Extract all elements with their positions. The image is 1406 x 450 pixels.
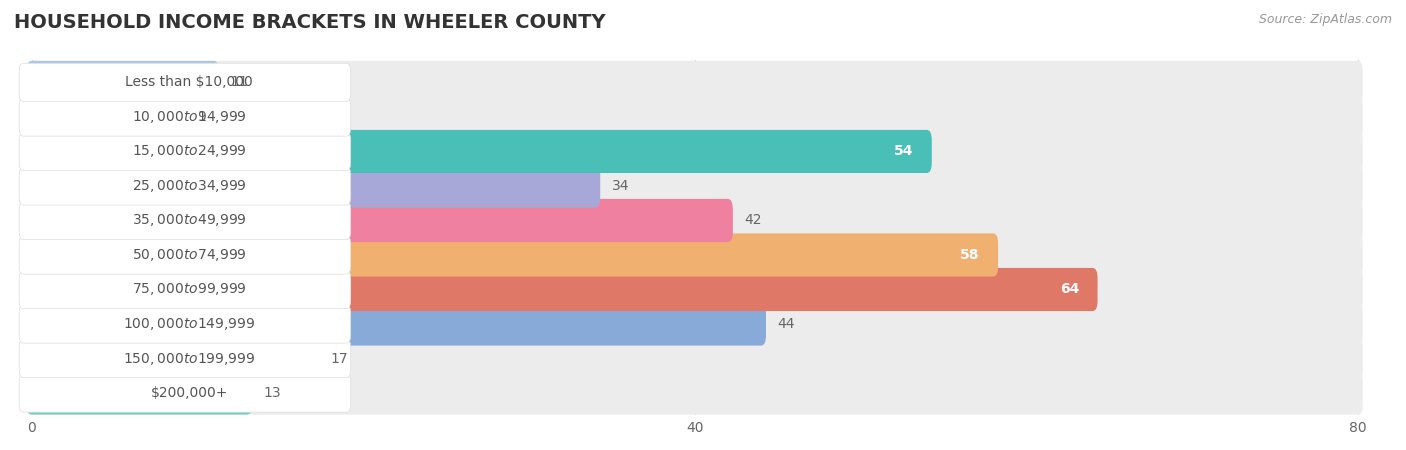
FancyBboxPatch shape [20,63,350,102]
Text: 42: 42 [744,213,762,227]
FancyBboxPatch shape [20,167,350,205]
FancyBboxPatch shape [27,302,1362,346]
Text: Source: ZipAtlas.com: Source: ZipAtlas.com [1258,14,1392,27]
Text: 54: 54 [894,144,914,158]
Text: 34: 34 [612,179,630,193]
FancyBboxPatch shape [27,130,932,173]
Text: $10,000 to $14,999: $10,000 to $14,999 [132,109,246,125]
Text: $35,000 to $49,999: $35,000 to $49,999 [132,212,246,229]
FancyBboxPatch shape [27,337,318,380]
FancyBboxPatch shape [27,268,1362,311]
FancyBboxPatch shape [20,339,350,378]
Text: 44: 44 [778,317,796,331]
Text: $75,000 to $99,999: $75,000 to $99,999 [132,282,246,297]
FancyBboxPatch shape [20,201,350,239]
FancyBboxPatch shape [27,164,1362,207]
FancyBboxPatch shape [27,199,733,242]
Text: Less than $10,000: Less than $10,000 [125,76,253,90]
FancyBboxPatch shape [27,61,219,104]
FancyBboxPatch shape [27,268,1098,311]
Text: $25,000 to $34,999: $25,000 to $34,999 [132,178,246,194]
Text: $200,000+: $200,000+ [150,386,228,400]
FancyBboxPatch shape [27,164,600,207]
FancyBboxPatch shape [27,234,1362,277]
FancyBboxPatch shape [20,270,350,309]
FancyBboxPatch shape [27,234,998,277]
Text: 58: 58 [960,248,980,262]
FancyBboxPatch shape [27,130,1362,173]
Text: $50,000 to $74,999: $50,000 to $74,999 [132,247,246,263]
FancyBboxPatch shape [27,199,1362,242]
Text: 13: 13 [264,386,281,400]
Text: 11: 11 [231,76,249,90]
FancyBboxPatch shape [20,374,350,412]
FancyBboxPatch shape [20,305,350,343]
Text: 17: 17 [330,351,347,365]
FancyBboxPatch shape [27,302,766,346]
Text: $150,000 to $199,999: $150,000 to $199,999 [122,351,256,366]
FancyBboxPatch shape [27,95,186,139]
FancyBboxPatch shape [20,236,350,274]
Text: HOUSEHOLD INCOME BRACKETS IN WHEELER COUNTY: HOUSEHOLD INCOME BRACKETS IN WHEELER COU… [14,14,606,32]
FancyBboxPatch shape [27,337,1362,380]
FancyBboxPatch shape [27,61,1362,104]
FancyBboxPatch shape [27,371,1362,414]
FancyBboxPatch shape [20,132,350,171]
Text: $100,000 to $149,999: $100,000 to $149,999 [122,316,256,332]
Text: $15,000 to $24,999: $15,000 to $24,999 [132,144,246,159]
FancyBboxPatch shape [27,371,252,414]
Text: 9: 9 [197,110,207,124]
FancyBboxPatch shape [27,95,1362,139]
FancyBboxPatch shape [20,98,350,136]
Text: 64: 64 [1060,283,1080,297]
